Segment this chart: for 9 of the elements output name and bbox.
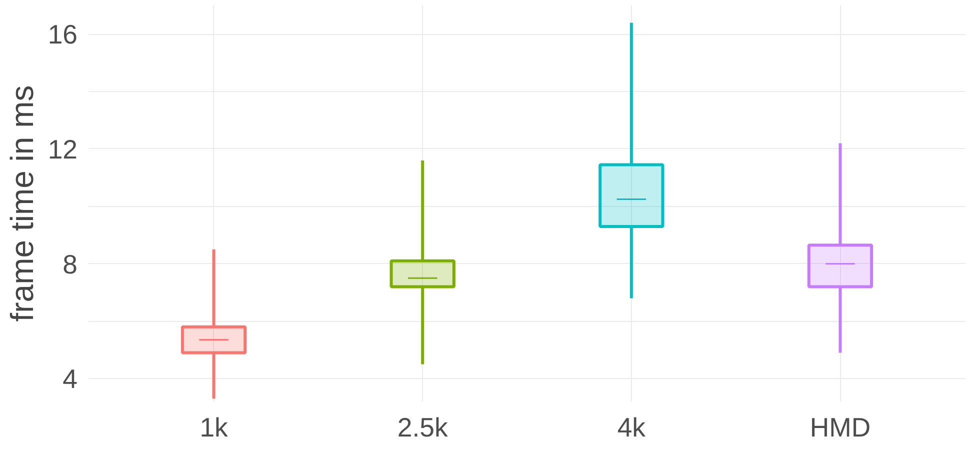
x-tick-label: 2.5k xyxy=(397,412,448,442)
y-tick-label: 8 xyxy=(62,249,78,280)
x-tick-label: HMD xyxy=(810,412,871,442)
x-tick-label: 4k xyxy=(617,412,646,442)
y-tick-label: 12 xyxy=(48,134,78,164)
y-axis-title: frame time in ms xyxy=(4,85,40,322)
y-tick-label: 16 xyxy=(48,20,78,50)
y-tick-label: 4 xyxy=(62,364,78,394)
x-tick-label: 1k xyxy=(200,412,229,442)
